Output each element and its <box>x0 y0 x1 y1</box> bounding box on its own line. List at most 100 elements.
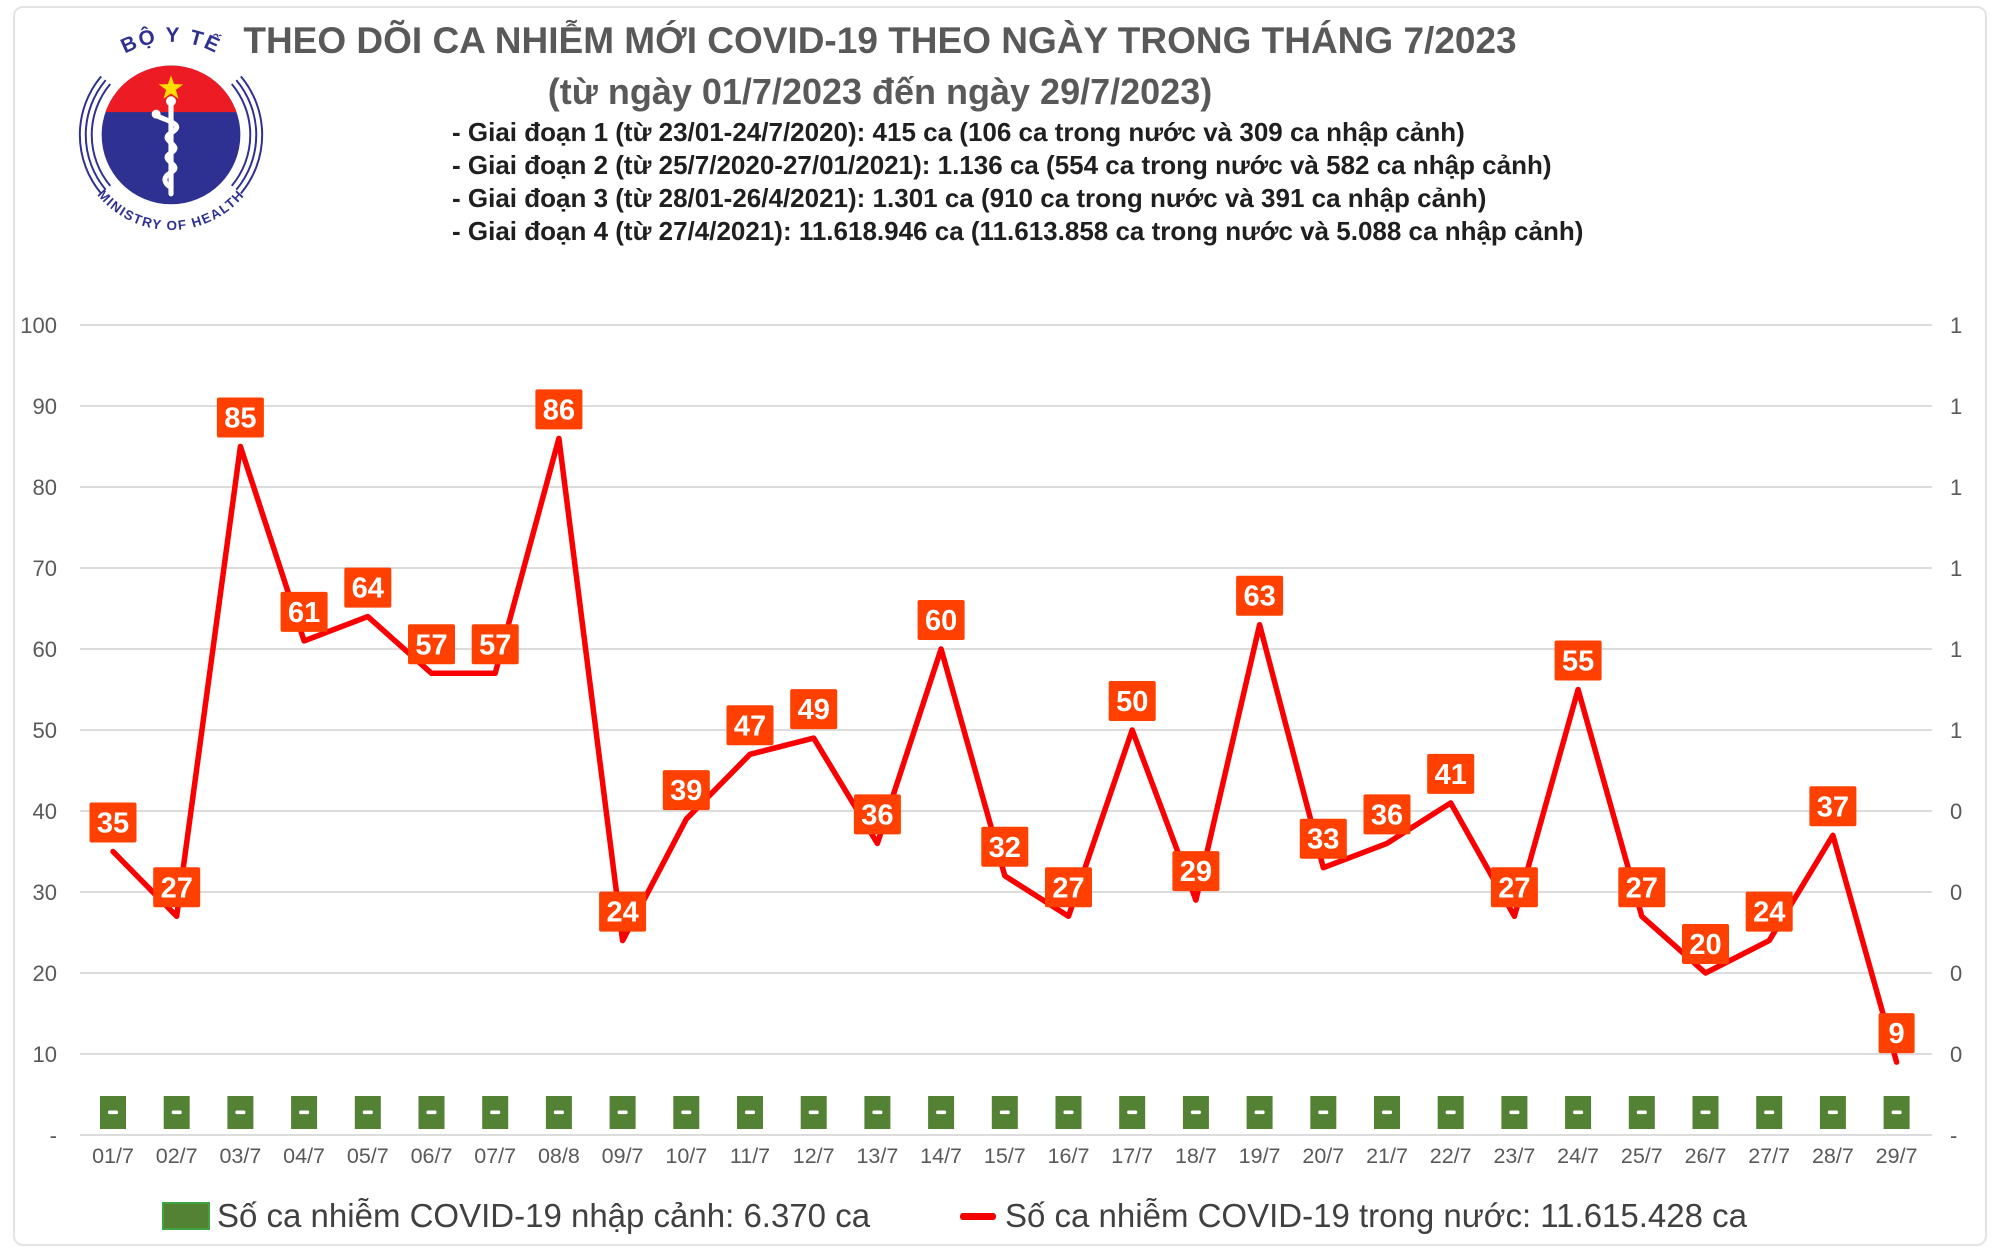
data-label-box <box>1427 753 1475 794</box>
y-tick-right: 1 <box>1950 718 1962 743</box>
x-tick-label: 20/7 <box>1302 1144 1344 1168</box>
phase-4-text: - Giai đoạn 4 (từ 27/4/2021): 11.618.946… <box>452 216 1584 246</box>
x-tick-label: 02/7 <box>156 1144 198 1168</box>
bar-dash-label <box>1509 1110 1520 1115</box>
bar-dash-label <box>681 1110 692 1115</box>
data-label-value: 39 <box>670 775 702 807</box>
y-tick-left: 40 <box>33 799 57 824</box>
y-tick-right: 1 <box>1950 475 1962 500</box>
legend-bar-swatch <box>162 1202 210 1230</box>
y-tick-right: 0 <box>1950 1042 1962 1067</box>
data-label-box <box>1108 681 1156 721</box>
data-labels: 35 27 85 61 64 57 57 86 24 39 47 49 36 60 32 27 50 29 63 33… <box>89 389 1915 1054</box>
x-tick-label: 11/7 <box>730 1144 770 1168</box>
x-tick-label: 19/7 <box>1239 1144 1281 1168</box>
data-label-value: 37 <box>1817 791 1849 823</box>
data-label-box <box>280 591 328 632</box>
data-label-value: 61 <box>288 597 320 629</box>
data-label-value: 36 <box>861 799 893 831</box>
x-tick-label: 25/7 <box>1621 1144 1663 1168</box>
y-tick-right: 1 <box>1950 637 1962 662</box>
data-label-value: 27 <box>1626 872 1658 904</box>
data-label-value: 57 <box>415 629 447 661</box>
legend-imported-label: Số ca nhiễm COVID-19 nhập cảnh: 6.370 ca <box>217 1197 871 1234</box>
y-tick-left: 60 <box>33 637 57 662</box>
phase-2-text: - Giai đoạn 2 (từ 25/7/2020-27/01/2021):… <box>452 150 1552 180</box>
legend-domestic-label: Số ca nhiễm COVID-19 trong nước: 11.615.… <box>1005 1197 1748 1234</box>
x-tick-label: 05/7 <box>347 1144 389 1168</box>
bar-dash-label <box>108 1110 118 1115</box>
logo-rod-of-asclepius-icon <box>151 96 180 197</box>
data-label-value: 35 <box>97 808 129 840</box>
y-axis-labels: 100 190 180 170 160 150 140 030 020 010 0- - <box>20 313 1962 1148</box>
bar-dash-label <box>1382 1110 1392 1115</box>
page-subtitle: (từ ngày 01/7/2023 đến ngày 29/7/2023) <box>547 71 1213 112</box>
legend-item-imported: Số ca nhiễm COVID-19 nhập cảnh: 6.370 ca <box>162 1196 870 1236</box>
x-tick-label: 17/7 <box>1111 1144 1153 1168</box>
bar-dash-label <box>1063 1110 1074 1115</box>
data-label-value: 64 <box>352 573 384 605</box>
bar-dash-label <box>1318 1110 1329 1115</box>
bar-dash-label <box>299 1110 310 1115</box>
data-label-box <box>1682 924 1729 964</box>
y-tick-left: 30 <box>33 880 57 905</box>
x-tick-label: 27/7 <box>1748 1144 1790 1168</box>
x-tick-label: 13/7 <box>856 1144 898 1168</box>
data-label-value: 24 <box>1753 897 1785 929</box>
bar-dash-label <box>808 1110 819 1115</box>
y-tick-right: - <box>1950 1123 1957 1148</box>
x-tick-label: 07/7 <box>474 1144 516 1168</box>
x-tick-label: 14/7 <box>920 1144 962 1168</box>
x-tick-label: 18/7 <box>1175 1144 1217 1168</box>
data-label-box <box>981 826 1029 867</box>
title-block: THEO DÕI CA NHIỄM MỚI COVID-19 THEO NGÀY… <box>235 20 1525 113</box>
data-label-box <box>535 389 583 430</box>
data-label-box <box>1745 891 1793 932</box>
x-tick-label: 01/7 <box>92 1144 134 1168</box>
data-label-value: 9 <box>1889 1018 1905 1050</box>
y-tick-left: 90 <box>33 394 57 419</box>
data-label-box <box>599 891 647 932</box>
data-label-box <box>1618 867 1666 908</box>
data-label-box <box>1236 575 1284 616</box>
y-tick-right: 1 <box>1950 394 1962 419</box>
bar-dash-label <box>235 1110 246 1115</box>
x-tick-label: 09/7 <box>602 1144 644 1168</box>
data-label-box <box>1878 1013 1915 1054</box>
data-label-value: 57 <box>479 629 511 661</box>
data-label-value: 27 <box>1498 872 1530 904</box>
data-label-box <box>726 705 774 746</box>
y-tick-right: 1 <box>1950 313 1962 338</box>
bar-dash-label <box>617 1110 628 1115</box>
data-label-box <box>853 794 901 835</box>
imported-bar-series <box>100 1096 1910 1129</box>
data-label-value: 29 <box>1180 856 1212 888</box>
bar-dash-label <box>171 1110 182 1115</box>
bar-dash-label <box>1700 1110 1711 1115</box>
x-tick-label: 08/8 <box>538 1144 580 1168</box>
y-tick-left: - <box>50 1123 57 1148</box>
data-label-box <box>471 624 519 665</box>
data-label-value: 63 <box>1243 581 1275 613</box>
data-label-value: 85 <box>224 403 256 435</box>
data-label-value: 47 <box>734 710 766 742</box>
phase-1-text: - Giai đoạn 1 (từ 23/01-24/7/2020): 415 … <box>452 117 1465 147</box>
phase-summary: - Giai đoạn 1 (từ 23/01-24/7/2020): 415 … <box>452 116 1583 248</box>
data-label-box <box>917 600 965 640</box>
x-tick-label: 22/7 <box>1430 1144 1472 1168</box>
data-label-box <box>89 802 137 843</box>
bar-dash-label <box>426 1110 437 1115</box>
x-tick-label: 24/7 <box>1557 1144 1599 1168</box>
phase-3-text: - Giai đoạn 3 (từ 28/01-26/4/2021): 1.30… <box>452 183 1487 213</box>
page-title: THEO DÕI CA NHIỄM MỚI COVID-19 THEO NGÀY… <box>243 20 1517 61</box>
data-label-value: 55 <box>1562 646 1594 678</box>
x-tick-label: 23/7 <box>1493 1144 1535 1168</box>
x-tick-label: 16/7 <box>1048 1144 1090 1168</box>
data-label-value: 50 <box>1116 686 1148 718</box>
data-label-value: 27 <box>161 872 193 904</box>
bar-dash-label <box>553 1110 564 1115</box>
data-label-box <box>1172 851 1220 892</box>
data-label-value: 86 <box>543 394 575 426</box>
